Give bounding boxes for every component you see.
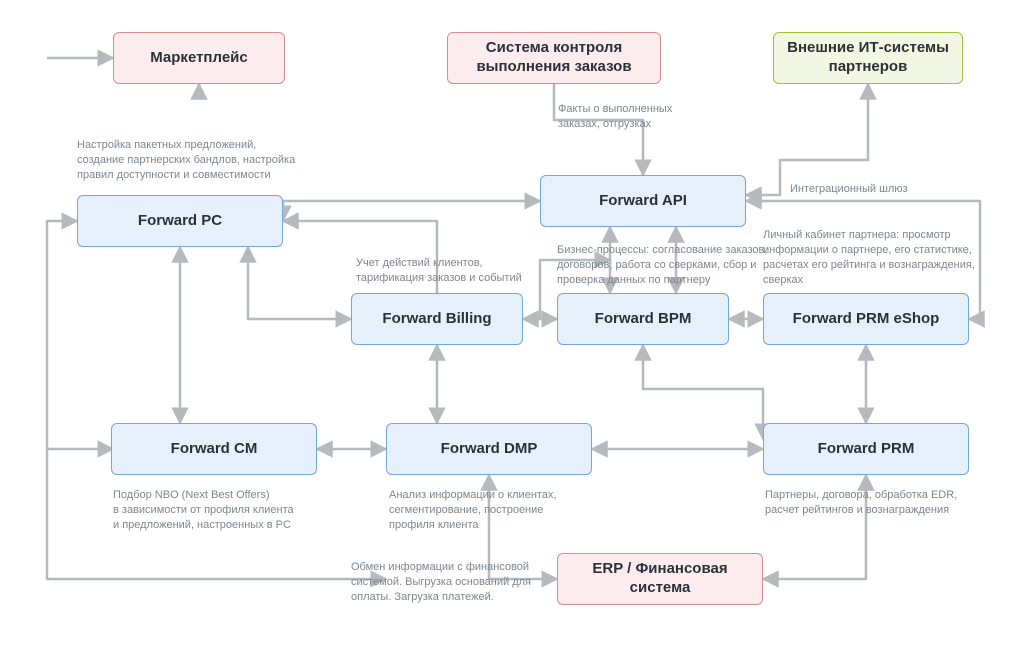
node-label: Forward PRM eShop xyxy=(793,310,940,329)
node-label: Forward PRM xyxy=(818,440,915,459)
node-forward-pc: Forward PC xyxy=(77,195,283,247)
note-eshop: Личный кабинет партнера: просмотр информ… xyxy=(763,228,1003,287)
node-external-it: Внешние ИТ-системы партнеров xyxy=(773,32,963,84)
node-marketplace: Маркетплейс xyxy=(113,32,285,84)
node-orders-control: Система контроля выполнения заказов xyxy=(447,32,661,84)
note-prm: Партнеры, договора, обработка EDR, расче… xyxy=(765,488,995,518)
node-label: Маркетплейс xyxy=(150,49,247,68)
node-forward-prm-eshop: Forward PRM eShop xyxy=(763,293,969,345)
node-label: Система контроля выполнения заказов xyxy=(476,39,631,77)
node-label: Forward Billing xyxy=(382,310,491,329)
node-label: Внешние ИТ-системы партнеров xyxy=(787,39,949,77)
note-pc: Настройка пакетных предложений, создание… xyxy=(77,138,337,183)
note-gateway: Интеграционный шлюз xyxy=(790,182,990,197)
note-orders: Факты о выполненных заказах, отгрузках xyxy=(558,102,758,132)
node-forward-dmp: Forward DMP xyxy=(386,423,592,475)
node-forward-bpm: Forward BPM xyxy=(557,293,729,345)
note-cm: Подбор NBO (Next Best Offers) в зависимо… xyxy=(113,488,343,533)
diagram-stage: Маркетплейс Система контроля выполнения … xyxy=(0,0,1010,660)
note-dmp: Анализ информации о клиентах, сегментиро… xyxy=(389,488,619,533)
node-forward-api: Forward API xyxy=(540,175,746,227)
node-label: Forward DMP xyxy=(441,440,538,459)
node-label: Forward BPM xyxy=(595,310,692,329)
node-label: Forward PC xyxy=(138,212,222,231)
node-forward-billing: Forward Billing xyxy=(351,293,523,345)
node-forward-prm: Forward PRM xyxy=(763,423,969,475)
node-label: Forward API xyxy=(599,192,687,211)
node-label: ERP / Финансовая система xyxy=(592,560,727,598)
note-erp: Обмен информации с финансовой системой. … xyxy=(351,560,571,605)
node-erp: ERP / Финансовая система xyxy=(557,553,763,605)
node-forward-cm: Forward CM xyxy=(111,423,317,475)
node-label: Forward CM xyxy=(171,440,258,459)
note-billing: Учет действий клиентов, тарификация зака… xyxy=(356,256,576,286)
